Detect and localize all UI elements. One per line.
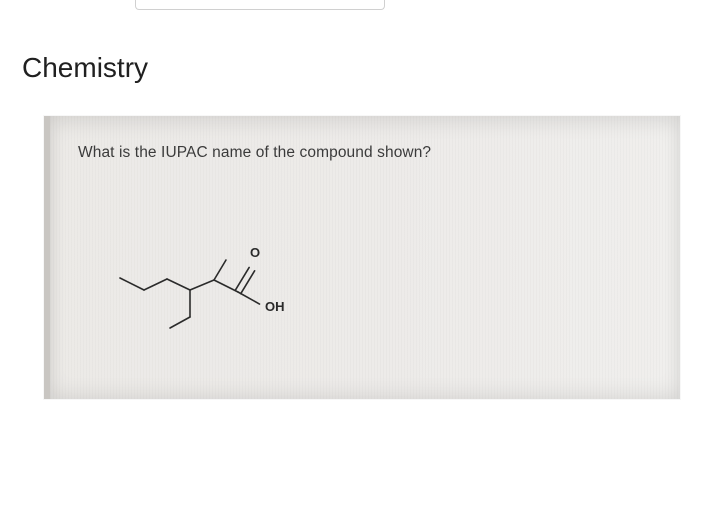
molecule-svg [110,224,330,354]
hydroxyl-label: OH [265,300,285,313]
molecule-diagram: O OH [110,224,330,354]
top-bar-fragment [135,0,385,10]
subject-heading: Chemistry [22,52,148,84]
question-prompt: What is the IUPAC name of the compound s… [78,144,431,162]
carbonyl-oxygen-label: O [250,246,260,259]
question-panel: What is the IUPAC name of the compound s… [44,116,680,399]
